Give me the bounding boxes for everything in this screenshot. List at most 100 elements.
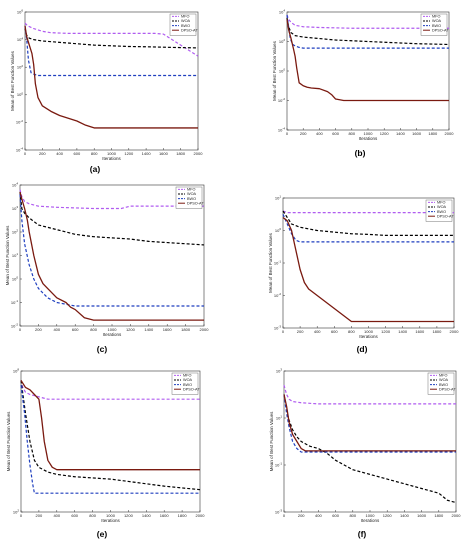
x-tick-label: 1800: [181, 327, 191, 332]
series-line-mfo: [286, 14, 449, 29]
y-axis-label: Mean of Best Function Values: [268, 232, 273, 292]
series-line-woa: [283, 394, 457, 504]
x-tick-label: 1400: [144, 327, 154, 332]
x-axis-label: Iterations: [359, 334, 378, 339]
panel-caption: (c): [97, 344, 108, 354]
legend-label-mfo: MFO: [437, 201, 445, 205]
y-tick-label: 101: [275, 195, 281, 201]
legend-label-dpso-at: DPSO-AT: [187, 201, 204, 205]
x-tick-label: 0: [282, 329, 285, 334]
legend-label-mfo: MFO: [187, 188, 195, 192]
series-line-dpso-at: [282, 216, 454, 323]
x-tick-label: 800: [91, 151, 98, 156]
y-tick-label: 10-4: [278, 127, 285, 133]
series-line-woa: [24, 28, 199, 49]
x-tick-label: 1600: [415, 329, 425, 334]
x-tick-label: 200: [39, 151, 46, 156]
x-axis-label: Iterations: [359, 136, 378, 141]
y-tick-label: 10-1: [11, 299, 18, 305]
legend-label-mfo: MFO: [439, 374, 447, 378]
panel-caption: (b): [355, 148, 366, 158]
series-line-woa: [286, 17, 450, 46]
x-tick-label: 600: [332, 131, 339, 136]
y-tick-label: 101: [276, 415, 282, 421]
legend-label-woa: WOA: [181, 19, 191, 23]
x-tick-label: 1400: [400, 513, 410, 518]
panel-caption: (f): [358, 529, 367, 539]
x-tick-label: 1800: [434, 513, 444, 518]
series-line-dpso-at: [19, 191, 204, 321]
x-tick-label: 800: [349, 513, 356, 518]
series-line-woa: [282, 210, 454, 236]
x-tick-label: 400: [53, 513, 60, 518]
y-tick-label: 100: [275, 227, 281, 233]
x-tick-label: 600: [71, 513, 78, 518]
y-tick-label: 10-1: [275, 462, 282, 468]
series-line-dpso-at: [24, 25, 198, 129]
x-axis-label: Iterations: [103, 332, 122, 337]
x-tick-label: 600: [331, 329, 338, 334]
y-tick-label: 10-3: [275, 509, 282, 515]
x-tick-label: 600: [72, 327, 79, 332]
x-axis-label: Iterations: [361, 518, 380, 523]
series-line-bwo: [20, 385, 200, 494]
series-line-dpso-at: [283, 394, 456, 452]
legend-label-mfo: MFO: [181, 15, 189, 19]
y-tick-label: 102: [13, 509, 19, 515]
y-tick-label: 104: [279, 9, 285, 15]
y-tick-label: 100: [17, 92, 23, 98]
series-line-woa: [20, 380, 201, 491]
y-axis-label: Mean of Best Function Values: [6, 411, 11, 471]
series-line-mfo: [24, 22, 199, 57]
x-tick-label: 1600: [160, 513, 170, 518]
y-tick-label: 104: [12, 182, 18, 188]
x-tick-label: 1200: [380, 131, 390, 136]
x-tick-label: 1000: [106, 513, 116, 518]
legend-label-mfo: MFO: [432, 15, 440, 19]
x-tick-label: 1600: [159, 151, 169, 156]
series-line-mfo: [20, 380, 200, 400]
x-tick-label: 1400: [396, 131, 406, 136]
x-axis-label: Iterations: [101, 518, 120, 523]
y-axis-label: Mean of Best Function Values: [269, 411, 274, 471]
y-axis-label: Mean of Best Function Values: [272, 40, 277, 100]
x-tick-label: 1200: [124, 513, 134, 518]
x-tick-label: 800: [348, 131, 355, 136]
x-tick-label: 600: [74, 151, 81, 156]
chart-panel-5: 0 200 400 600 800 1000 1200 1400 1600 1800 2000 10-…: [269, 368, 461, 539]
x-tick-label: 400: [315, 513, 322, 518]
legend-label-dpso-at: DPSO-AT: [437, 214, 454, 218]
chart-panel-3: 0 200 400 600 800 1000 1200 1400 1600 1800 2000 10-…: [268, 195, 459, 354]
x-tick-label: 1200: [383, 513, 393, 518]
x-axis-label: Iterations: [102, 156, 121, 161]
x-tick-label: 2000: [445, 131, 455, 136]
x-tick-label: 1400: [142, 151, 152, 156]
y-tick-label: 106: [17, 9, 23, 15]
x-tick-label: 800: [90, 327, 97, 332]
y-tick-label: 101: [12, 252, 18, 258]
legend-label-mfo: MFO: [183, 374, 191, 378]
x-tick-label: 2000: [452, 513, 462, 518]
x-tick-label: 200: [300, 131, 307, 136]
x-tick-label: 2000: [450, 329, 460, 334]
y-tick-label: 102: [279, 38, 285, 44]
x-tick-label: 200: [35, 327, 42, 332]
x-tick-label: 800: [89, 513, 96, 518]
legend-label-woa: WOA: [439, 378, 449, 382]
chart-panel-2: 0 200 400 600 800 1000 1200 1400 1600 1800 2000 10-…: [5, 182, 209, 354]
x-tick-label: 1000: [366, 513, 376, 518]
x-tick-label: 1600: [412, 131, 422, 136]
chart-panel-1: 0 200 400 600 800 1000 1200 1400 1600 1800 2000 10-…: [272, 9, 454, 158]
x-tick-label: 0: [283, 513, 286, 518]
legend-label-dpso-at: DPSO-AT: [181, 28, 198, 32]
x-tick-label: 1800: [428, 131, 438, 136]
x-tick-label: 1200: [124, 151, 134, 156]
y-tick-label: 10-2: [274, 292, 281, 298]
x-tick-label: 1000: [108, 327, 118, 332]
x-tick-label: 1000: [364, 329, 374, 334]
legend-label-woa: WOA: [432, 19, 442, 23]
x-tick-label: 1800: [178, 513, 188, 518]
x-tick-label: 1600: [163, 327, 173, 332]
x-tick-label: 1000: [107, 151, 117, 156]
